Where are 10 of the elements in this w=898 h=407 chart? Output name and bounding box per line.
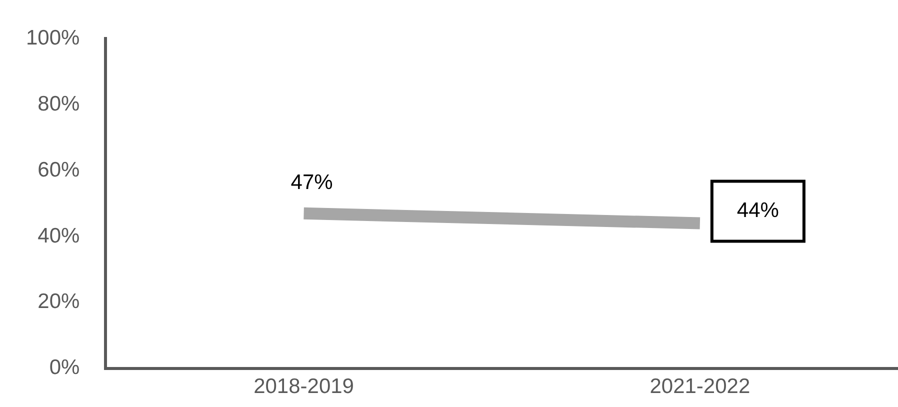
y-tick-label: 60% <box>38 158 80 182</box>
y-tick-label: 100% <box>26 26 80 50</box>
data-label: 47% <box>290 171 333 194</box>
x-tick-label: 2018-2019 <box>254 374 354 398</box>
x-tick-label: 2021-2022 <box>650 374 750 398</box>
y-tick-label: 80% <box>38 92 80 116</box>
y-tick-label: 40% <box>38 224 80 248</box>
y-tick-label: 20% <box>38 290 80 314</box>
y-tick-label: 0% <box>49 356 80 380</box>
data-label: 44% <box>736 199 779 222</box>
